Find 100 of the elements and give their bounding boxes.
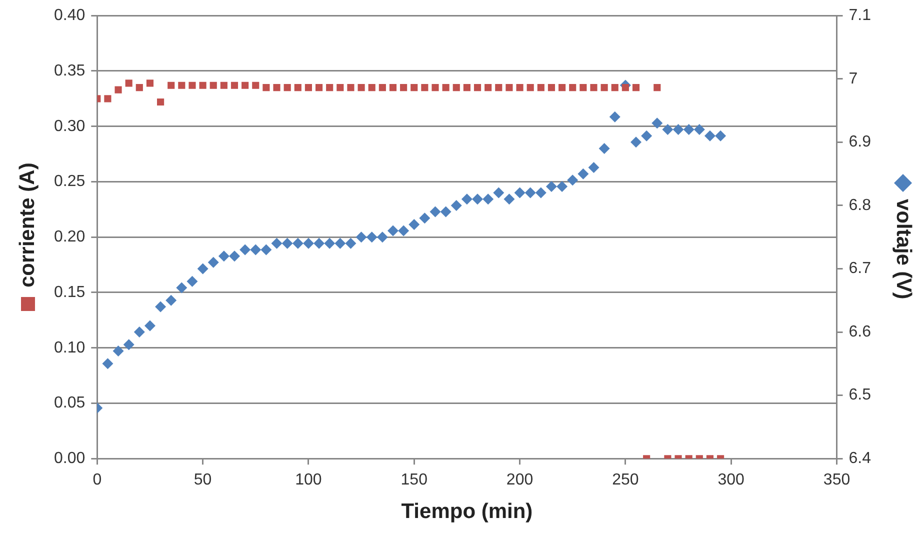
x-tick-label: 250 xyxy=(612,472,639,489)
point xyxy=(378,84,386,92)
point xyxy=(524,187,536,198)
x-tick-label: 0 xyxy=(92,472,102,489)
point xyxy=(315,84,323,92)
y2-tick-label: 6.4 xyxy=(848,450,872,468)
point xyxy=(652,118,663,129)
point xyxy=(440,206,452,218)
point xyxy=(567,174,578,186)
point xyxy=(452,84,460,92)
point xyxy=(282,238,293,249)
point xyxy=(387,225,398,236)
point xyxy=(598,143,610,154)
point xyxy=(324,238,336,249)
point xyxy=(176,282,188,294)
point xyxy=(430,206,441,218)
y2-tick-label: 6.6 xyxy=(848,323,872,340)
x-tick-label: 350 xyxy=(823,472,850,489)
point xyxy=(548,84,556,92)
y2-tick-label: 6.9 xyxy=(848,134,872,151)
y2-tick-label: 7.1 xyxy=(848,7,872,24)
point xyxy=(683,124,694,136)
point xyxy=(516,84,524,92)
point xyxy=(611,84,618,92)
point xyxy=(622,84,629,92)
point xyxy=(609,111,620,122)
point xyxy=(484,84,492,92)
point xyxy=(366,232,378,243)
point xyxy=(482,194,494,205)
point xyxy=(495,84,502,92)
point xyxy=(123,339,134,350)
point xyxy=(504,194,515,205)
point xyxy=(556,180,568,192)
y2-tick-label: 6.8 xyxy=(848,196,872,214)
point xyxy=(474,84,482,92)
point xyxy=(168,82,175,89)
y-tick-label: 0.20 xyxy=(54,228,86,246)
x-tick-label: 300 xyxy=(718,472,745,489)
point xyxy=(347,84,354,92)
point xyxy=(537,84,544,92)
point xyxy=(136,84,143,92)
point xyxy=(240,244,251,256)
point xyxy=(578,168,589,180)
x-tick-label: 100 xyxy=(295,472,322,489)
y2-tick-label: 7 xyxy=(848,70,858,88)
point xyxy=(229,250,240,262)
point xyxy=(102,358,114,370)
point xyxy=(262,84,270,92)
point xyxy=(514,187,526,198)
y-tick-label: 0.35 xyxy=(54,62,86,80)
point xyxy=(506,84,513,92)
point xyxy=(220,82,228,89)
point xyxy=(242,82,249,89)
point xyxy=(442,84,450,92)
point xyxy=(600,84,608,92)
point xyxy=(672,124,684,136)
y-tick-label: 0.15 xyxy=(54,284,86,301)
point xyxy=(358,84,365,92)
point xyxy=(590,84,598,92)
y-tick-label: 0.00 xyxy=(54,450,86,468)
point xyxy=(368,84,376,92)
point xyxy=(273,84,280,92)
point xyxy=(218,250,230,262)
point xyxy=(558,84,566,92)
point xyxy=(546,180,557,192)
point xyxy=(400,84,408,92)
point xyxy=(260,244,272,256)
point xyxy=(230,82,238,89)
point xyxy=(199,82,206,89)
point xyxy=(398,225,410,236)
point xyxy=(334,238,346,249)
point xyxy=(157,98,164,106)
point xyxy=(155,301,166,312)
point xyxy=(410,84,418,92)
point xyxy=(704,130,716,142)
y-tick-label: 0.10 xyxy=(54,339,86,356)
point xyxy=(345,238,356,249)
y-tick-label: 0.05 xyxy=(54,394,86,412)
point xyxy=(112,346,124,357)
point xyxy=(125,80,132,87)
point xyxy=(186,276,198,287)
point xyxy=(569,84,576,92)
point xyxy=(146,80,154,87)
x-tick-label: 150 xyxy=(400,472,428,489)
point xyxy=(336,84,344,92)
point xyxy=(694,124,705,136)
y2-tick-label: 6.7 xyxy=(848,260,872,278)
point xyxy=(134,326,145,338)
point xyxy=(630,136,642,148)
point xyxy=(408,218,420,230)
point xyxy=(450,200,462,211)
point xyxy=(188,82,196,89)
point xyxy=(463,84,470,92)
point xyxy=(641,130,652,142)
y-tick-label: 0.40 xyxy=(54,7,86,24)
point xyxy=(284,84,291,92)
point xyxy=(535,187,546,198)
point xyxy=(104,95,112,102)
point xyxy=(210,82,217,89)
y2-axis-title: voltaje (V) xyxy=(892,198,916,300)
